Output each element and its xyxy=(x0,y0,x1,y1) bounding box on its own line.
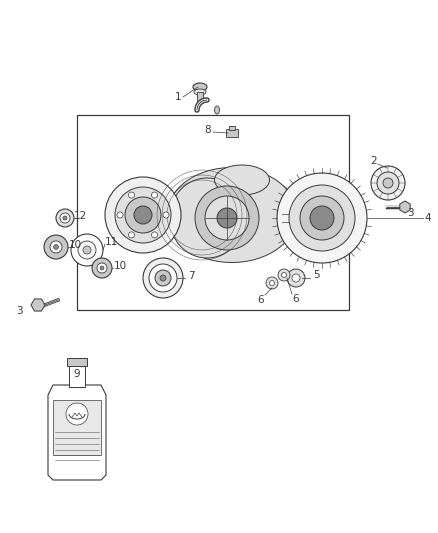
Circle shape xyxy=(277,173,367,263)
Circle shape xyxy=(278,269,290,281)
Circle shape xyxy=(100,266,104,270)
Bar xyxy=(229,126,235,130)
Circle shape xyxy=(383,178,393,188)
Text: 5: 5 xyxy=(313,270,319,280)
Polygon shape xyxy=(400,201,410,213)
Circle shape xyxy=(292,274,300,282)
Bar xyxy=(67,358,87,366)
Text: 9: 9 xyxy=(74,369,80,379)
Circle shape xyxy=(163,212,169,218)
Circle shape xyxy=(66,403,88,425)
Circle shape xyxy=(152,192,158,198)
Text: 8: 8 xyxy=(205,125,211,135)
Circle shape xyxy=(60,213,70,223)
Circle shape xyxy=(56,209,74,227)
Text: 6: 6 xyxy=(258,295,264,305)
Text: 10: 10 xyxy=(113,261,127,271)
Text: 12: 12 xyxy=(74,211,87,221)
Circle shape xyxy=(160,275,166,281)
Ellipse shape xyxy=(215,106,219,114)
Circle shape xyxy=(117,212,123,218)
Text: 1: 1 xyxy=(175,92,181,102)
Circle shape xyxy=(83,246,91,254)
Polygon shape xyxy=(48,385,106,480)
Circle shape xyxy=(195,186,259,250)
Text: 10: 10 xyxy=(68,240,81,250)
Circle shape xyxy=(152,232,158,238)
Circle shape xyxy=(143,258,183,298)
Text: 3: 3 xyxy=(407,208,413,218)
Circle shape xyxy=(282,272,286,278)
Text: 11: 11 xyxy=(104,237,118,247)
Circle shape xyxy=(310,206,334,230)
Bar xyxy=(161,213,202,223)
Text: 3: 3 xyxy=(16,306,22,316)
Circle shape xyxy=(300,196,344,240)
Bar xyxy=(197,92,203,102)
Circle shape xyxy=(92,258,112,278)
Circle shape xyxy=(128,232,134,238)
Circle shape xyxy=(134,206,152,224)
Circle shape xyxy=(125,197,161,233)
Circle shape xyxy=(371,166,405,200)
Bar xyxy=(226,129,238,137)
Circle shape xyxy=(63,216,67,220)
Circle shape xyxy=(71,234,103,266)
Circle shape xyxy=(115,187,171,243)
Ellipse shape xyxy=(167,167,297,262)
Polygon shape xyxy=(31,299,45,311)
Text: 6: 6 xyxy=(293,294,299,304)
Circle shape xyxy=(97,263,107,273)
Circle shape xyxy=(287,269,305,287)
Circle shape xyxy=(289,185,355,251)
Text: 2: 2 xyxy=(371,156,377,166)
Circle shape xyxy=(53,245,59,249)
Circle shape xyxy=(149,264,177,292)
Circle shape xyxy=(205,196,249,240)
Bar xyxy=(53,400,101,455)
Circle shape xyxy=(105,177,181,253)
Circle shape xyxy=(78,241,96,259)
Ellipse shape xyxy=(215,165,269,195)
Circle shape xyxy=(269,280,275,286)
Text: 4: 4 xyxy=(425,213,431,223)
Circle shape xyxy=(377,172,399,194)
Circle shape xyxy=(217,208,237,228)
Ellipse shape xyxy=(170,178,244,258)
Ellipse shape xyxy=(193,83,207,91)
Circle shape xyxy=(44,235,68,259)
Circle shape xyxy=(155,270,171,286)
Bar xyxy=(77,115,349,310)
Ellipse shape xyxy=(194,89,206,95)
Text: 7: 7 xyxy=(188,271,194,281)
Bar xyxy=(69,365,85,387)
Circle shape xyxy=(266,277,278,289)
Circle shape xyxy=(128,192,134,198)
Circle shape xyxy=(50,241,62,253)
